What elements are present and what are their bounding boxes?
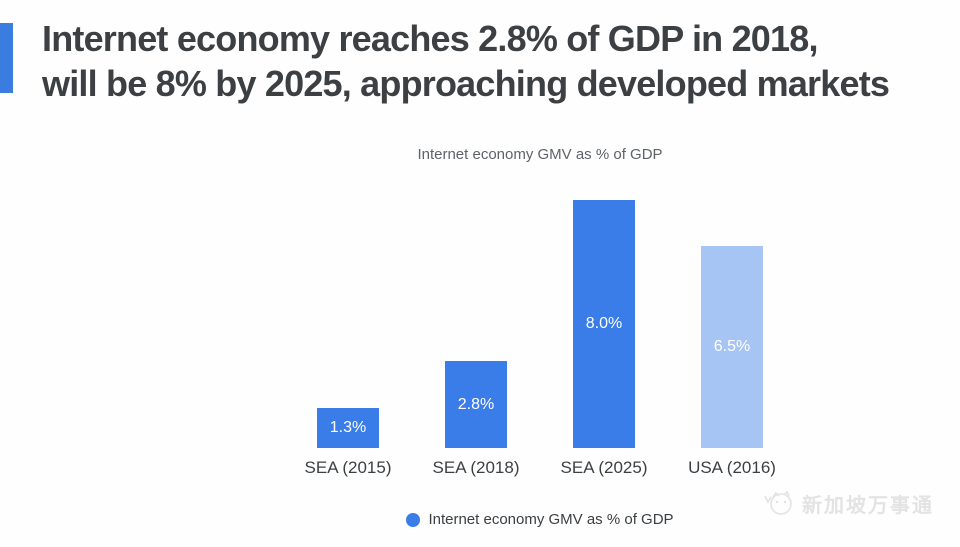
watermark: 新加坡万事通 xyxy=(762,488,934,518)
bar-column: 2.8% SEA (2018) xyxy=(433,361,519,478)
legend-marker-icon xyxy=(406,512,421,527)
title-accent-bar xyxy=(0,23,13,93)
bar-value-label: 1.3% xyxy=(329,419,367,436)
bar: 6.5% xyxy=(701,246,763,448)
x-axis-label: SEA (2015) xyxy=(304,458,392,477)
slide-title-line1: Internet economy reaches 2.8% of GDP in … xyxy=(42,18,818,59)
plot-area: 1.3% SEA (2015) 2.8% SEA (2018) 8.0% SEA… xyxy=(280,200,800,478)
chart-title: Internet economy GMV as % of GDP xyxy=(417,146,663,163)
bar: 2.8% xyxy=(445,361,507,448)
slide-title-line2: will be 8% by 2025, approaching develope… xyxy=(42,63,890,104)
x-axis-label: SEA (2025) xyxy=(560,458,648,477)
watermark-logo-icon xyxy=(764,490,792,515)
bar: 8.0% xyxy=(573,200,635,448)
bar-value-label: 2.8% xyxy=(457,395,495,413)
chart-legend: Internet economy GMV as % of GDP xyxy=(280,511,800,528)
bar-chart: Internet economy GMV as % of GDP 1.3% SE… xyxy=(280,146,800,536)
bar-column: 6.5% USA (2016) xyxy=(688,246,776,478)
bar-value-label: 6.5% xyxy=(713,338,751,355)
x-axis-label: USA (2016) xyxy=(688,458,776,477)
bar-column: 1.3% SEA (2015) xyxy=(305,408,391,478)
bar: 1.3% xyxy=(317,408,379,448)
bar-value-label: 8.0% xyxy=(585,315,623,332)
legend-label: Internet economy GMV as % of GDP xyxy=(428,511,674,528)
x-axis-label: SEA (2018) xyxy=(432,458,520,477)
slide-title: Internet economy reaches 2.8% of GDP in … xyxy=(42,16,942,106)
bar-column: 8.0% SEA (2025) xyxy=(561,200,647,478)
watermark-text: 新加坡万事通 xyxy=(802,494,934,517)
